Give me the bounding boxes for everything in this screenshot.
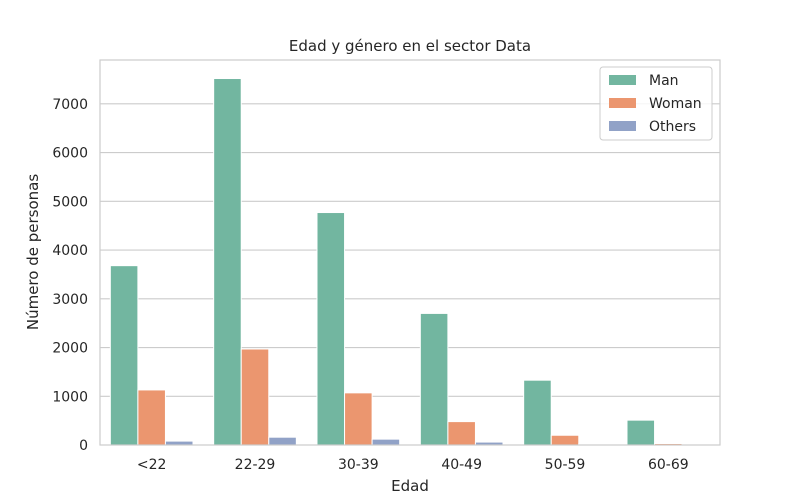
legend-swatch-woman bbox=[609, 98, 636, 108]
y-tick-label: 3000 bbox=[52, 292, 88, 308]
bar-woman bbox=[550, 434, 580, 446]
bar-man bbox=[419, 312, 449, 446]
bar-man bbox=[626, 419, 656, 446]
legend-label-woman: Woman bbox=[649, 96, 702, 112]
y-tick-label: 2000 bbox=[52, 341, 88, 357]
y-tick-label: 0 bbox=[79, 438, 88, 454]
chart-title: Edad y género en el sector Data bbox=[289, 37, 531, 55]
bar-man bbox=[523, 379, 552, 446]
x-tick-label: 22-29 bbox=[235, 457, 276, 473]
y-tick-label: 4000 bbox=[52, 243, 88, 259]
bar-man bbox=[109, 265, 139, 446]
y-tick-label: 5000 bbox=[52, 194, 88, 210]
y-tick-label: 1000 bbox=[52, 389, 88, 405]
bar-others bbox=[268, 436, 297, 446]
bar-woman bbox=[344, 392, 373, 446]
x-tick-label: 30-39 bbox=[338, 457, 379, 473]
bars bbox=[109, 78, 711, 446]
bar-woman bbox=[447, 421, 476, 446]
x-axis-title: Edad bbox=[391, 477, 429, 495]
legend-label-others: Others bbox=[649, 119, 696, 135]
bar-woman bbox=[137, 389, 166, 446]
bar-man bbox=[213, 78, 242, 446]
legend-swatch-man bbox=[609, 75, 636, 85]
y-tick-label: 6000 bbox=[52, 146, 88, 162]
legend-swatch-others bbox=[609, 121, 636, 131]
legend-label-man: Man bbox=[649, 73, 679, 89]
x-tick-label: 40-49 bbox=[441, 457, 482, 473]
bar-woman bbox=[240, 348, 270, 446]
x-tick-labels: <22 22-29 30-39 40-49 50-59 60-69 bbox=[137, 457, 689, 473]
y-tick-label: 7000 bbox=[52, 97, 88, 113]
plot-frame bbox=[99, 59, 721, 446]
y-tick-labels: 0 1000 2000 3000 4000 5000 6000 7000 bbox=[52, 97, 88, 454]
legend: Man Woman Others bbox=[599, 66, 713, 141]
x-tick-label: 50-59 bbox=[545, 457, 586, 473]
bar-man bbox=[316, 212, 346, 446]
x-tick-label: <22 bbox=[137, 457, 167, 473]
bar-others bbox=[371, 438, 401, 446]
x-tick-label: 60-69 bbox=[648, 457, 689, 473]
y-axis-title: Número de personas bbox=[24, 174, 42, 330]
